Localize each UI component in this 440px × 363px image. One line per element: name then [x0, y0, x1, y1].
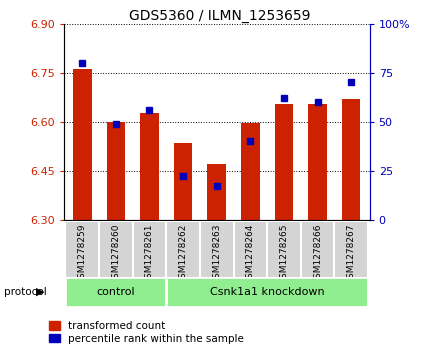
Text: Csnk1a1 knockdown: Csnk1a1 knockdown: [210, 287, 324, 297]
Bar: [234, 221, 267, 278]
Bar: [73, 69, 92, 220]
Bar: [166, 277, 368, 307]
Legend: transformed count, percentile rank within the sample: transformed count, percentile rank withi…: [49, 321, 244, 344]
Text: GSM1278266: GSM1278266: [313, 224, 322, 284]
Bar: [207, 164, 226, 220]
Bar: [140, 114, 159, 220]
Text: GSM1278262: GSM1278262: [179, 224, 187, 284]
Text: GSM1278264: GSM1278264: [246, 224, 255, 284]
Bar: [334, 221, 368, 278]
Text: GDS5360 / ILMN_1253659: GDS5360 / ILMN_1253659: [129, 9, 311, 23]
Bar: [241, 123, 260, 220]
Bar: [200, 221, 234, 278]
Text: GSM1278265: GSM1278265: [279, 224, 288, 284]
Bar: [308, 103, 327, 220]
Bar: [66, 277, 166, 307]
Text: control: control: [96, 287, 135, 297]
Text: GSM1278263: GSM1278263: [212, 224, 221, 284]
Text: ▶: ▶: [36, 287, 44, 297]
Bar: [275, 103, 293, 220]
Bar: [133, 221, 166, 278]
Text: protocol: protocol: [4, 287, 47, 297]
Text: GSM1278267: GSM1278267: [347, 224, 356, 284]
Bar: [267, 221, 301, 278]
Bar: [174, 143, 192, 220]
Bar: [301, 221, 334, 278]
Text: GSM1278259: GSM1278259: [78, 224, 87, 284]
Bar: [106, 122, 125, 220]
Text: GSM1278260: GSM1278260: [111, 224, 121, 284]
Text: GSM1278261: GSM1278261: [145, 224, 154, 284]
Bar: [342, 99, 360, 220]
Bar: [66, 221, 99, 278]
Bar: [99, 221, 133, 278]
Bar: [166, 221, 200, 278]
